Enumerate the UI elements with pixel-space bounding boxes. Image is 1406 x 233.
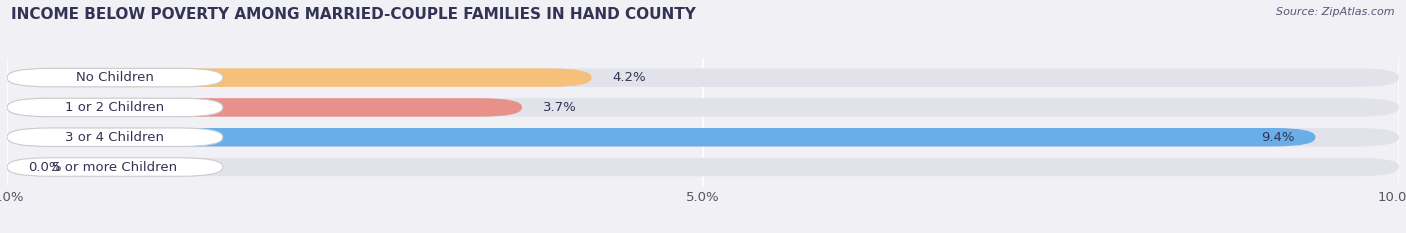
Text: 1 or 2 Children: 1 or 2 Children bbox=[65, 101, 165, 114]
Text: No Children: No Children bbox=[76, 71, 153, 84]
Text: 3 or 4 Children: 3 or 4 Children bbox=[66, 131, 165, 144]
FancyBboxPatch shape bbox=[7, 158, 222, 176]
FancyBboxPatch shape bbox=[7, 128, 222, 147]
FancyBboxPatch shape bbox=[7, 98, 222, 117]
FancyBboxPatch shape bbox=[7, 98, 522, 117]
FancyBboxPatch shape bbox=[7, 98, 1399, 117]
Text: Source: ZipAtlas.com: Source: ZipAtlas.com bbox=[1277, 7, 1395, 17]
FancyBboxPatch shape bbox=[7, 68, 222, 87]
Text: INCOME BELOW POVERTY AMONG MARRIED-COUPLE FAMILIES IN HAND COUNTY: INCOME BELOW POVERTY AMONG MARRIED-COUPL… bbox=[11, 7, 696, 22]
FancyBboxPatch shape bbox=[7, 68, 1399, 87]
Text: 4.2%: 4.2% bbox=[613, 71, 647, 84]
FancyBboxPatch shape bbox=[7, 128, 1399, 147]
FancyBboxPatch shape bbox=[7, 68, 592, 87]
Text: 5 or more Children: 5 or more Children bbox=[52, 161, 177, 174]
Text: 0.0%: 0.0% bbox=[28, 161, 62, 174]
FancyBboxPatch shape bbox=[7, 128, 1316, 147]
Text: 3.7%: 3.7% bbox=[543, 101, 576, 114]
FancyBboxPatch shape bbox=[7, 158, 1399, 176]
Text: 9.4%: 9.4% bbox=[1261, 131, 1295, 144]
